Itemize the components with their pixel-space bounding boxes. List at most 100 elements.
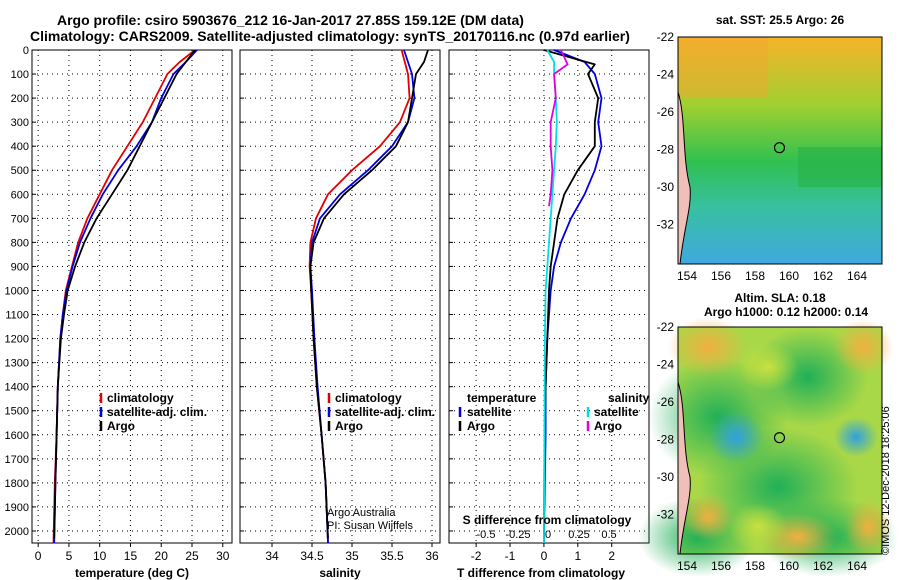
legend-label: Argo	[594, 419, 622, 433]
s-tick-label: 0.25	[568, 529, 589, 541]
xtick-label: 35.5	[380, 549, 404, 563]
xtick-label: -2	[471, 549, 482, 563]
title-line-1: Argo profile: csiro 5903676_212 16-Jan-2…	[57, 12, 524, 28]
copyright-stamp: ©IMOS 12-Dec-2018 18:25:06	[880, 406, 892, 555]
series-salinity-2	[309, 49, 429, 539]
map-ytick-label: -22	[657, 30, 675, 44]
map-ytick-label: -28	[657, 143, 675, 157]
map-frame	[677, 36, 883, 265]
map-xtick-label: 160	[779, 559, 799, 573]
sla-orange-blob	[833, 319, 893, 375]
ytick-label: 300	[11, 117, 29, 129]
ytick-label: 1500	[5, 406, 29, 418]
ytick-label: 1000	[5, 285, 29, 297]
ytick-label: 2000	[5, 526, 29, 538]
series-difference-1	[543, 49, 600, 539]
sla-orange-blob	[668, 317, 748, 377]
map-ytick-label: -28	[657, 433, 675, 447]
s-tick-label: 0.5	[601, 529, 616, 541]
map-xtick-label: 154	[677, 559, 697, 573]
s-tick-label: -0.25	[505, 529, 530, 541]
map-xtick-label: 158	[745, 559, 765, 573]
map-subtitle: Argo h1000: 0.12 h2000: 0.14	[704, 305, 868, 319]
legend-label: satellite-adj. clim.	[335, 405, 435, 419]
argo-location-marker	[773, 142, 786, 154]
map-sst_map: 154 156 158 160 162 164 -22 -24 -26 -28 -30 -32 sat.…	[657, 13, 883, 283]
ytick-label: 1700	[5, 454, 29, 466]
argo-location-marker	[773, 432, 786, 444]
ytick-label: 1600	[5, 430, 29, 442]
ytick-label: 600	[11, 189, 29, 201]
sla-yellow-blob	[738, 343, 798, 391]
map-ytick-label: -26	[657, 395, 675, 409]
map-ytick-label: -30	[657, 180, 675, 194]
xtick-label: 5	[66, 549, 73, 563]
ytick-label: 400	[11, 141, 29, 153]
legend-label: climatology	[107, 391, 174, 405]
map-ytick-label: -32	[657, 508, 675, 522]
sst-green-patch	[798, 147, 882, 187]
map-xtick-label: 156	[711, 559, 731, 573]
xtick-label: 36	[425, 549, 439, 563]
xlabel-temperature: temperature (deg C)	[75, 566, 189, 580]
xtick-label: 0	[541, 549, 548, 563]
xtick-label: 1	[574, 549, 581, 563]
xtick-label: 34	[265, 549, 279, 563]
xtick-label: 2	[608, 549, 615, 563]
map-xtick-label: 160	[779, 269, 799, 283]
xtick-label: 20	[155, 549, 169, 563]
map-ytick-label: -22	[657, 320, 675, 334]
panel-frame-temperature	[31, 49, 233, 544]
panel-frame-salinity	[239, 49, 441, 544]
title-line-2: Climatology: CARS2009. Satellite-adjuste…	[30, 28, 630, 44]
map-sla_map: 154 156 158 160 162 164 -22 -24 -26 -28 -30 -32 Alti…	[638, 291, 898, 577]
xlabel-difference: T difference from climatology	[457, 566, 625, 580]
map-ytick-label: -30	[657, 470, 675, 484]
map-title: sat. SST: 25.5 Argo: 26	[716, 13, 845, 27]
map-xtick-label: 162	[813, 559, 833, 573]
legend-label: Argo	[467, 419, 495, 433]
legend-t-title: temperature	[467, 391, 537, 405]
map-xtick-label: 158	[745, 269, 765, 283]
ytick-label: 1200	[5, 334, 29, 346]
annotation-text: Argo Australia	[327, 507, 396, 519]
xtick-label: 10	[93, 549, 107, 563]
ytick-label: 900	[11, 261, 29, 273]
xtick-label: 15	[124, 549, 138, 563]
s-tick-label: -0.5	[477, 529, 496, 541]
ytick-label: 1100	[5, 310, 29, 322]
sla-blue-blob	[834, 417, 878, 457]
xtick-label: 34.5	[300, 549, 324, 563]
annotation-text: PI: Susan Wijffels	[327, 520, 413, 532]
map-frame	[677, 326, 883, 555]
ytick-label: 1800	[5, 478, 29, 490]
map-xtick-label: 164	[847, 559, 867, 573]
legend-label: satellite-adj. clim.	[107, 405, 207, 419]
map-xtick-label: 156	[711, 269, 731, 283]
map-ytick-label: -26	[657, 105, 675, 119]
xtick-label: -1	[505, 549, 516, 563]
ytick-label: 500	[11, 165, 29, 177]
map-ytick-label: -24	[657, 68, 675, 82]
s-difference-label: S difference from climatology	[463, 513, 632, 527]
ytick-label: 1900	[5, 502, 29, 514]
s-tick-label: 0	[545, 529, 551, 541]
ytick-label: 800	[11, 237, 29, 249]
coastline	[677, 381, 691, 555]
legend-label: climatology	[335, 391, 402, 405]
ytick-label: 0	[23, 45, 29, 57]
map-ytick-label: -24	[657, 358, 675, 372]
xtick-label: 30	[216, 549, 230, 563]
sla-yellow-blob	[728, 503, 788, 551]
xlabel-salinity: salinity	[319, 566, 361, 580]
ytick-label: 200	[11, 93, 29, 105]
ytick-label: 100	[11, 69, 29, 81]
coastline	[677, 91, 691, 265]
legend-label: satellite	[467, 405, 512, 419]
xtick-label: 0	[35, 549, 42, 563]
series-temperature-2	[53, 49, 196, 539]
legend-label: Argo	[107, 419, 135, 433]
sla-orange-blob	[844, 499, 892, 555]
map-xtick-label: 154	[677, 269, 697, 283]
